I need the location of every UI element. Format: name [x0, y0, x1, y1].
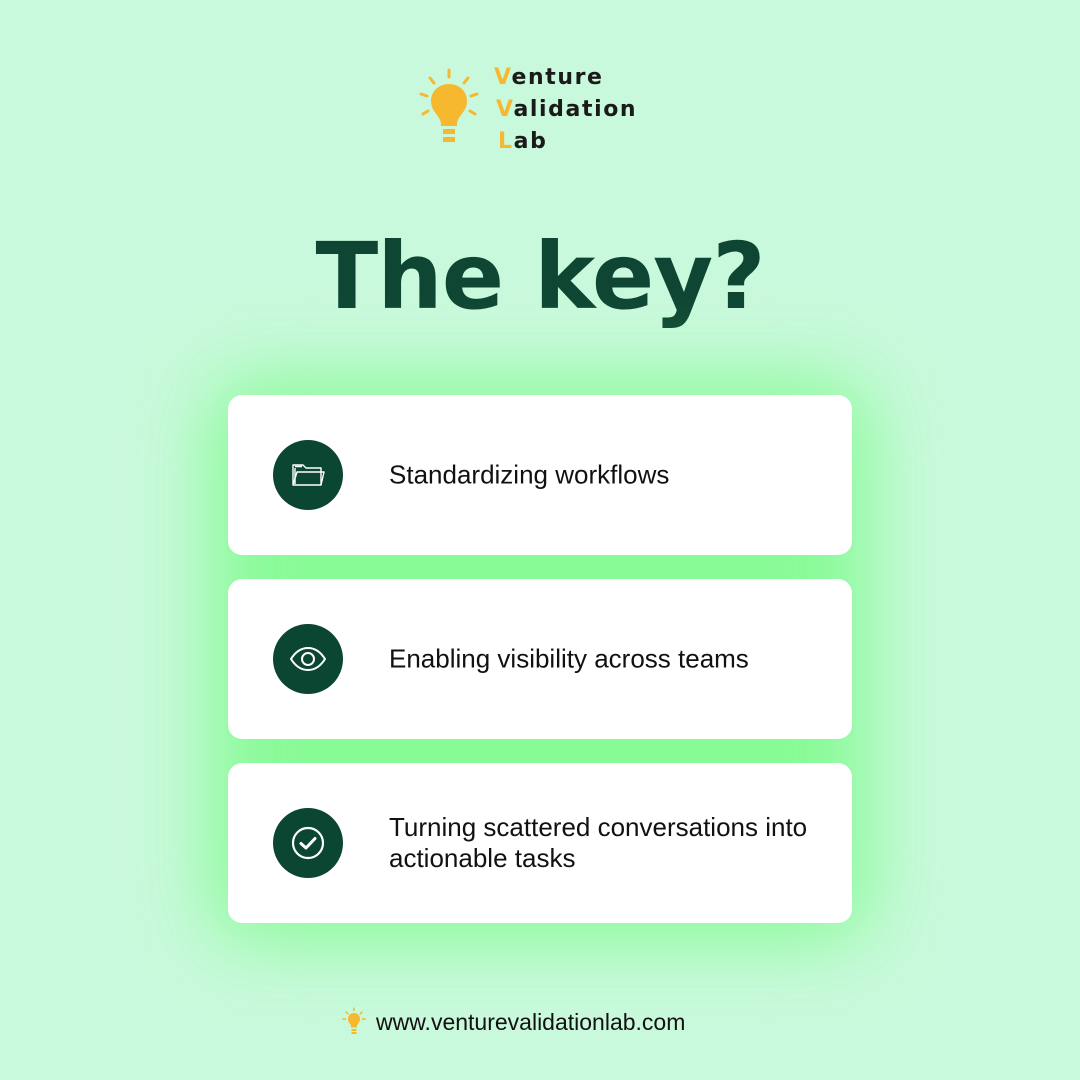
brand-line-lab: Lab [498, 129, 548, 154]
list-item-tasks: Turning scattered conversations into act… [228, 763, 852, 923]
brand-wordmark: Venture Validation Lab [494, 62, 637, 158]
page-title: The key? [315, 223, 765, 330]
list-item-standardizing: Standardizing workflows [228, 395, 852, 555]
list-item-label: Enabling visibility across teams [389, 643, 749, 674]
folder-icon [273, 440, 343, 510]
footer: www.venturevalidationlab.com [342, 1004, 685, 1040]
lightbulb-icon [342, 1007, 366, 1034]
list-item-visibility: Enabling visibility across teams [228, 579, 852, 739]
check-circle-icon [273, 808, 343, 878]
website-link[interactable]: www.venturevalidationlab.com [376, 1008, 686, 1035]
brand-logo: Venture Validation Lab [418, 62, 658, 154]
list-item-label: Standardizing workflows [389, 459, 670, 490]
lightbulb-icon [419, 68, 479, 142]
brand-line-validation: Validation [496, 97, 638, 122]
eye-icon [273, 624, 343, 694]
brand-line-venture: Venture [494, 65, 604, 90]
list-item-label: Turning scattered conversations into act… [389, 812, 808, 873]
